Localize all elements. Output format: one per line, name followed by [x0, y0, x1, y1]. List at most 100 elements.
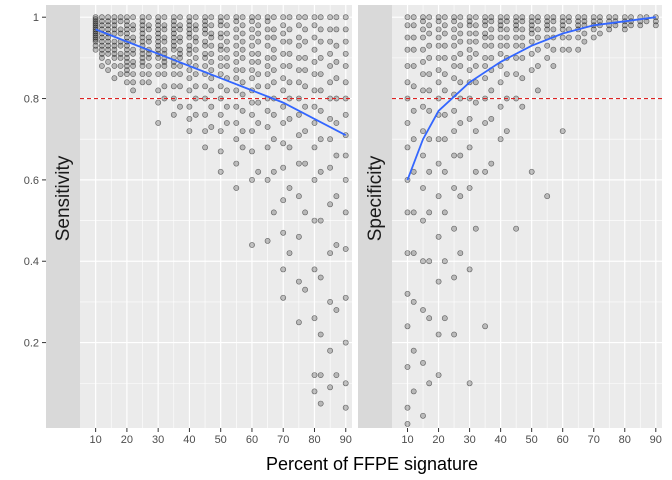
data-point — [327, 201, 333, 208]
data-point — [249, 99, 255, 106]
data-point — [342, 209, 349, 216]
data-point — [117, 42, 124, 49]
data-point — [451, 63, 457, 69]
data-point — [202, 111, 208, 118]
data-point — [435, 42, 442, 49]
data-point — [410, 347, 417, 354]
data-point — [264, 42, 271, 49]
data-point — [177, 63, 183, 69]
data-point — [170, 42, 177, 49]
data-point — [155, 46, 162, 53]
specificity-trend-line — [406, 16, 656, 181]
data-point — [202, 128, 208, 134]
data-point — [280, 22, 287, 29]
data-point — [105, 42, 111, 49]
data-point — [286, 63, 293, 69]
data-point — [186, 67, 193, 73]
data-point — [255, 59, 262, 65]
data-point — [130, 46, 136, 53]
data-point — [177, 83, 183, 90]
data-point — [528, 50, 535, 57]
data-point — [513, 42, 519, 49]
data-point — [420, 103, 426, 110]
data-point — [606, 26, 613, 33]
data-point — [420, 14, 426, 21]
data-point — [161, 63, 168, 69]
data-point — [223, 46, 230, 53]
data-point — [170, 18, 177, 25]
data-point — [170, 38, 177, 45]
data-point — [528, 168, 535, 175]
data-point — [426, 14, 433, 21]
data-point — [280, 140, 287, 147]
data-point — [139, 34, 146, 41]
data-point — [497, 63, 504, 69]
data-point — [255, 83, 262, 90]
data-point — [404, 34, 411, 41]
data-point — [575, 14, 582, 21]
y-tick-label: 0.6 — [24, 175, 39, 187]
data-point — [497, 22, 504, 29]
data-point — [145, 50, 152, 57]
data-point — [342, 404, 349, 411]
data-point — [105, 38, 111, 45]
data-point — [280, 87, 287, 94]
data-point — [482, 42, 488, 49]
data-point — [155, 26, 162, 33]
data-point — [117, 71, 124, 77]
data-point — [302, 67, 308, 73]
data-point — [342, 63, 349, 69]
specificity-strip-label: Specificity — [365, 155, 386, 241]
data-point — [202, 83, 208, 90]
data-point — [130, 71, 136, 77]
data-point — [145, 14, 152, 21]
data-point — [280, 63, 287, 69]
data-point — [420, 26, 426, 33]
data-point — [145, 22, 152, 29]
data-point — [404, 14, 411, 21]
data-point — [177, 55, 183, 61]
data-point — [202, 38, 208, 45]
data-point — [186, 30, 193, 37]
data-point — [286, 144, 293, 151]
data-point — [208, 67, 215, 73]
data-point — [255, 71, 262, 77]
data-point — [302, 103, 308, 110]
data-point — [249, 176, 255, 183]
data-point — [513, 55, 519, 61]
data-point — [426, 258, 433, 265]
x-tick-label: 50 — [215, 434, 227, 446]
data-point — [420, 412, 426, 419]
data-point — [420, 128, 426, 134]
data-point — [311, 34, 318, 41]
data-point — [420, 258, 426, 265]
data-point — [130, 34, 136, 41]
x-tick-label: 70 — [588, 434, 600, 446]
data-point — [264, 14, 271, 21]
data-point — [92, 42, 99, 49]
data-point — [404, 404, 411, 411]
data-point — [264, 63, 271, 69]
data-point — [590, 14, 597, 21]
data-point — [249, 242, 255, 248]
data-point — [186, 18, 193, 25]
data-point — [488, 14, 495, 21]
data-point — [139, 18, 146, 25]
data-point — [217, 46, 224, 53]
data-point — [124, 71, 130, 77]
data-point — [255, 14, 262, 21]
data-point — [410, 209, 417, 216]
data-point — [192, 55, 199, 61]
data-point — [342, 111, 349, 118]
data-point — [342, 294, 349, 301]
data-point — [233, 18, 240, 25]
data-point — [535, 18, 541, 25]
data-point — [404, 46, 411, 53]
x-tick-label: 70 — [277, 434, 289, 446]
data-point — [177, 46, 183, 53]
data-point — [317, 400, 324, 407]
data-point — [280, 197, 287, 204]
data-point — [426, 22, 433, 29]
x-tick-label: 20 — [121, 434, 133, 446]
data-point — [550, 63, 557, 69]
